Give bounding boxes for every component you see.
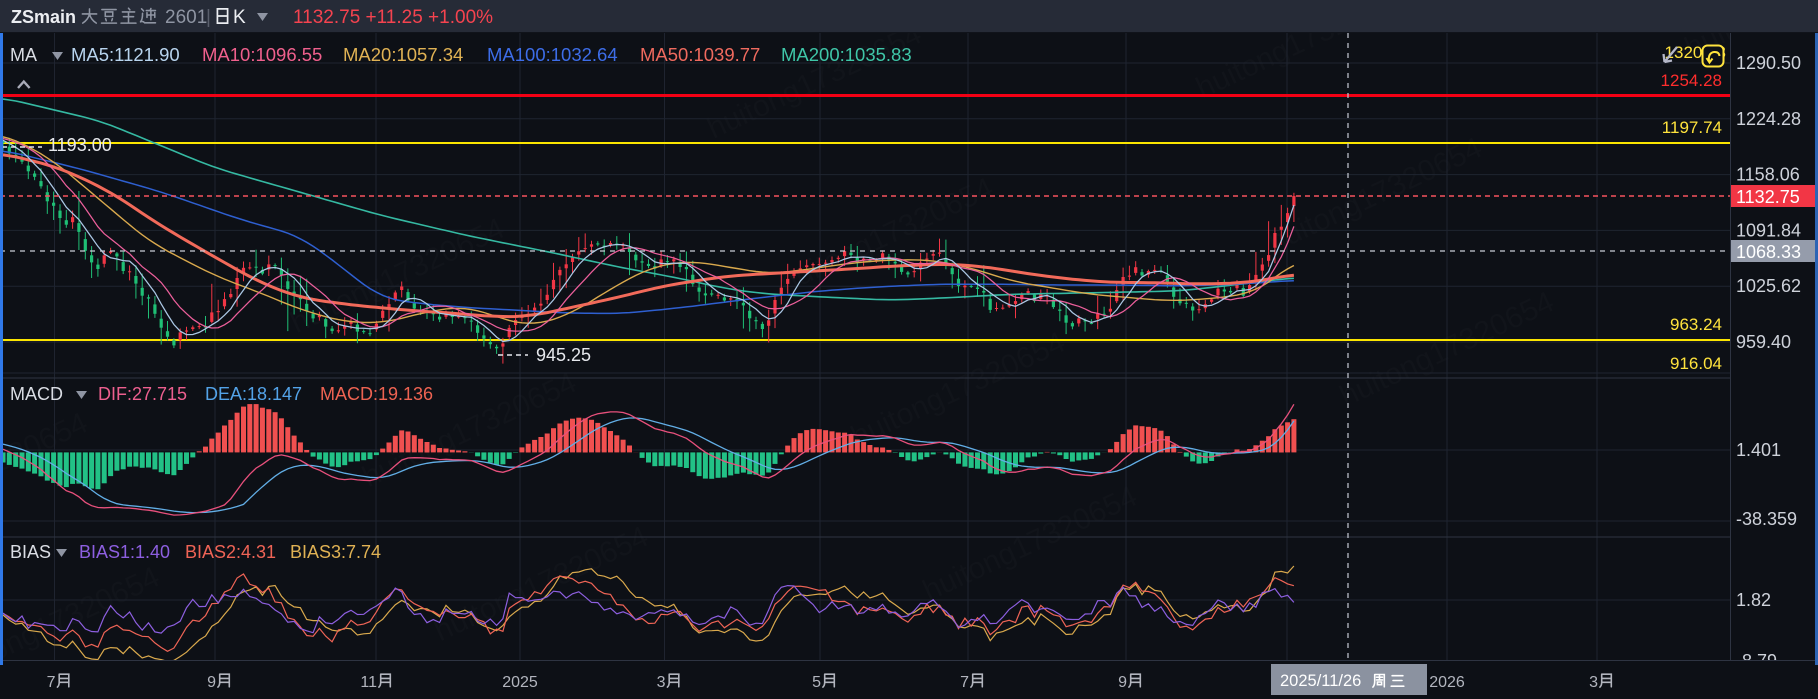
svg-text:2601: 2601 (165, 7, 207, 28)
svg-text:MA10:1096.55: MA10:1096.55 (202, 44, 322, 65)
svg-text:7: 7 (960, 674, 969, 691)
svg-text:9: 9 (1118, 674, 1127, 691)
svg-text:MACD:19.136: MACD:19.136 (320, 384, 433, 404)
svg-text:2025/11/26: 2025/11/26 (1280, 672, 1361, 690)
svg-text:1091.84: 1091.84 (1736, 220, 1801, 240)
svg-text:1290.50: 1290.50 (1736, 53, 1801, 73)
svg-text:ZSmain: ZSmain (11, 7, 76, 27)
svg-text:DEA:18.147: DEA:18.147 (205, 384, 302, 404)
svg-text:3: 3 (657, 674, 666, 691)
svg-text:945.25: 945.25 (536, 345, 591, 365)
svg-text:MA100:1032.64: MA100:1032.64 (487, 44, 618, 65)
svg-text:1254.28: 1254.28 (1661, 71, 1722, 90)
svg-text:MA50:1039.77: MA50:1039.77 (640, 44, 760, 65)
svg-text:MA5:1121.90: MA5:1121.90 (71, 44, 180, 65)
svg-text:1025.62: 1025.62 (1736, 276, 1801, 296)
svg-text:1132.75 +11.25 +1.00%: 1132.75 +11.25 +1.00% (293, 7, 493, 28)
svg-text:1132.75: 1132.75 (1736, 187, 1800, 207)
svg-text:1224.28: 1224.28 (1736, 109, 1801, 129)
svg-text:9: 9 (207, 674, 216, 691)
svg-text:BIAS2:4.31: BIAS2:4.31 (185, 542, 276, 562)
svg-text:MA200:1035.83: MA200:1035.83 (781, 44, 912, 65)
svg-text:2025: 2025 (502, 674, 538, 691)
svg-text:BIAS1:1.40: BIAS1:1.40 (79, 542, 170, 562)
svg-text:11: 11 (360, 674, 377, 691)
svg-text:3: 3 (1589, 674, 1598, 691)
svg-text:BIAS3:7.74: BIAS3:7.74 (290, 542, 381, 562)
svg-text:|: | (206, 7, 211, 28)
svg-text:959.40: 959.40 (1736, 332, 1791, 352)
svg-text:916.04: 916.04 (1670, 354, 1722, 373)
svg-text:BIAS: BIAS (10, 542, 51, 562)
svg-text:MA: MA (10, 45, 37, 65)
svg-text:1068.33: 1068.33 (1736, 242, 1801, 262)
svg-text:1.82: 1.82 (1736, 590, 1771, 610)
svg-text:2026: 2026 (1429, 674, 1465, 691)
svg-text:1193.00: 1193.00 (48, 135, 112, 155)
svg-text:MA20:1057.34: MA20:1057.34 (343, 44, 463, 65)
svg-text:DIF:27.715: DIF:27.715 (98, 384, 187, 404)
svg-text:963.24: 963.24 (1670, 315, 1722, 334)
svg-text:MACD: MACD (10, 384, 63, 404)
svg-text:1.401: 1.401 (1736, 440, 1781, 460)
svg-text:-38.359: -38.359 (1736, 509, 1797, 529)
svg-text:1158.06: 1158.06 (1736, 165, 1800, 185)
svg-text:7: 7 (47, 674, 56, 691)
svg-text:1197.74: 1197.74 (1662, 118, 1722, 137)
svg-text:5: 5 (812, 674, 821, 691)
svg-text:K: K (233, 7, 246, 28)
